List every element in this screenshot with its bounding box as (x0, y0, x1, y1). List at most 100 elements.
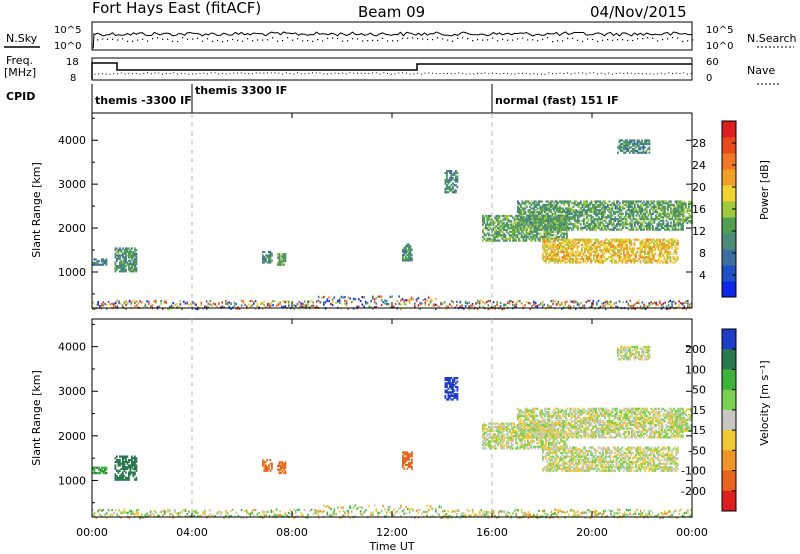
scatter-cell (644, 214, 647, 217)
scatter-cell (608, 209, 611, 212)
ground-scatter-point (615, 512, 617, 515)
scatter-cell (533, 200, 536, 203)
scatter-cell (614, 218, 617, 221)
scatter-cell (646, 228, 648, 231)
ground-scatter-point (533, 513, 535, 516)
ground-scatter-point (412, 298, 414, 301)
scatter-cell (271, 259, 273, 262)
scatter-cell (549, 242, 552, 245)
scatter-cell (587, 245, 589, 248)
scatter-cell (405, 252, 407, 255)
ground-scatter-point (100, 304, 103, 307)
scatter-cell (629, 238, 631, 241)
scatter-cell (633, 242, 636, 245)
scatter-cell (503, 234, 505, 237)
scatter-cell (650, 200, 653, 203)
scatter-cell (640, 228, 642, 231)
scatter-cell (574, 200, 576, 203)
scatter-cell (102, 261, 105, 265)
ground-scatter-point (550, 300, 553, 303)
ground-scatter-point (176, 303, 178, 306)
scatter-cell (666, 252, 669, 255)
scatter-cell (636, 151, 639, 154)
scatter-cell (577, 218, 579, 221)
scatter-cell (447, 178, 450, 182)
ground-scatter-point (571, 509, 574, 512)
ground-scatter-point (314, 509, 316, 512)
scatter-cell (581, 247, 583, 250)
scatter-cell (262, 250, 264, 254)
ground-scatter-point (464, 514, 467, 517)
ground-scatter-point (275, 517, 278, 520)
ground-scatter-point (575, 307, 577, 310)
scatter-cell (497, 230, 499, 233)
scatter-cell (673, 228, 675, 231)
scatter-cell (119, 266, 121, 269)
scatter-cell (534, 237, 537, 240)
scatter-cell (647, 238, 649, 241)
scatter-cell (650, 249, 652, 252)
scatter-cell (566, 216, 569, 219)
nave-point (308, 72, 310, 74)
scatter-cell (587, 219, 590, 222)
scatter-cell (641, 218, 644, 221)
scatter-cell (545, 228, 548, 231)
scatter-cell (629, 245, 631, 248)
ground-scatter-point (345, 304, 348, 307)
scatter-cell (665, 228, 668, 231)
scatter-cell (503, 223, 505, 226)
ground-scatter-point (204, 305, 206, 308)
scatter-cell (134, 254, 136, 257)
scatter-cell (665, 225, 668, 228)
scatter-cell (521, 216, 524, 219)
scatter-cell (626, 209, 629, 212)
scatter-cell (495, 234, 498, 237)
ground-scatter-point (431, 507, 434, 510)
scatter-cell (116, 459, 118, 462)
scatter-cell (452, 173, 454, 176)
scatter-cell (546, 234, 549, 237)
nave-point (619, 72, 621, 74)
scatter-cell (521, 202, 524, 205)
scatter-cell (585, 257, 588, 261)
scatter-cell (447, 185, 450, 189)
scatter-cell (528, 234, 531, 237)
scatter-cell (634, 218, 636, 221)
scatter-cell (661, 212, 663, 215)
ground-scatter-point (550, 306, 553, 309)
scatter-cell (626, 149, 628, 153)
scatter-cell (628, 209, 630, 212)
nsearch-point (472, 40, 474, 42)
nsearch-point (192, 38, 194, 40)
scatter-cell (550, 226, 552, 229)
scatter-cell (495, 216, 498, 219)
scatter-cell (540, 221, 543, 225)
ground-scatter-point (310, 304, 313, 308)
nave-point (177, 73, 178, 75)
scatter-cell (572, 223, 575, 226)
scatter-cell (599, 228, 602, 231)
scatter-cell (581, 228, 584, 231)
scatter-cell (486, 227, 489, 230)
nave-point (672, 73, 673, 75)
ground-scatter-point (424, 303, 427, 307)
ground-scatter-point (153, 513, 155, 516)
ground-scatter-point (102, 304, 105, 307)
scatter-cell (673, 203, 675, 207)
scatter-cell (597, 245, 600, 248)
scatter-cell (531, 236, 534, 239)
scatter-cell (501, 214, 504, 218)
scatter-cell (281, 260, 284, 263)
scatter-cell (120, 265, 123, 268)
scatter-cell (569, 207, 572, 210)
ground-scatter-point (373, 298, 376, 301)
ground-scatter-point (190, 303, 192, 306)
scatter-cell (563, 234, 565, 237)
ground-scatter-point (515, 508, 518, 511)
scatter-cell (651, 245, 654, 248)
scatter-cell (623, 256, 625, 259)
scatter-cell (673, 214, 675, 217)
colorbar-swatch (722, 265, 736, 282)
ground-scatter-point (184, 508, 187, 511)
